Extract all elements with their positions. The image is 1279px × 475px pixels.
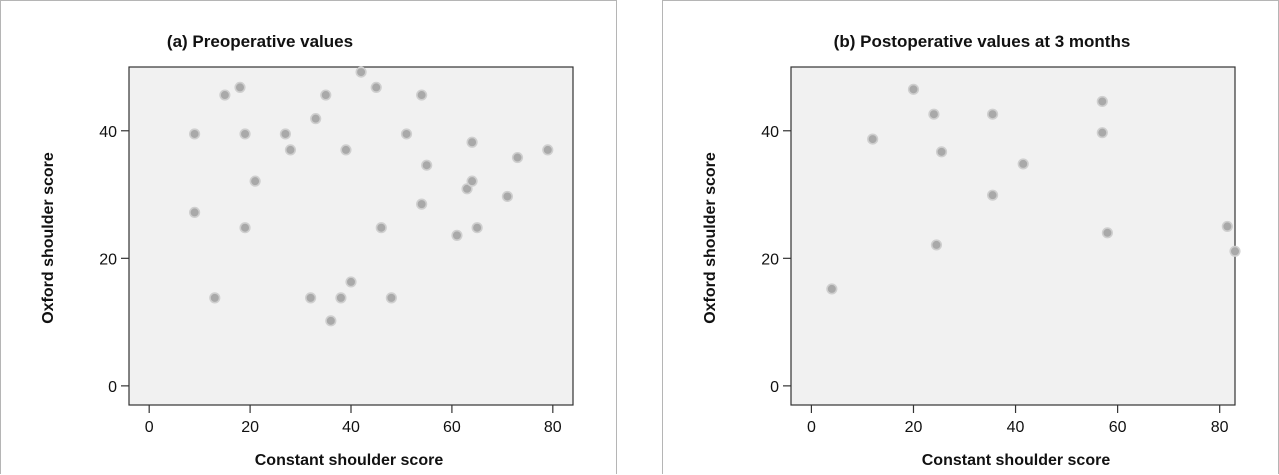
chart-title: (a) Preoperative values	[167, 32, 353, 51]
data-point	[1096, 127, 1108, 139]
chart-title: (b) Postoperative values at 3 months	[834, 32, 1131, 51]
data-point	[305, 292, 317, 304]
x-tick-label: 60	[1109, 419, 1127, 436]
data-point	[542, 144, 554, 156]
y-axis-label: Oxford shoulder score	[702, 152, 719, 324]
data-point	[907, 83, 920, 95]
data-point	[461, 183, 473, 195]
data-point	[986, 189, 999, 201]
y-tick-label: 20	[761, 251, 779, 268]
chart-svg-postoperative: (b) Postoperative values at 3 months 0 20…	[702, 32, 1241, 469]
x-tick-label: 0	[145, 419, 154, 436]
data-point	[1096, 95, 1108, 108]
data-point	[416, 198, 428, 210]
data-point	[400, 128, 413, 140]
data-point	[219, 89, 231, 101]
y-tick-label: 20	[99, 251, 117, 268]
y-tick-label: 0	[108, 379, 117, 396]
data-point	[239, 222, 251, 234]
data-point	[986, 108, 999, 120]
x-axis-label: Constant shoulder score	[922, 452, 1111, 469]
data-point	[867, 133, 879, 145]
data-point	[1017, 158, 1029, 170]
y-tick-label: 40	[761, 124, 779, 141]
data-point	[325, 315, 337, 327]
data-point	[188, 128, 201, 140]
data-point	[284, 144, 297, 156]
data-point	[335, 292, 347, 304]
data-point	[340, 144, 352, 156]
chart-svg-preoperative: (a) Preoperative values 0 20 40 60 80 0 20 40 C…	[40, 32, 574, 469]
x-tick-label: 20	[241, 419, 259, 436]
data-point	[249, 175, 261, 187]
data-point	[511, 151, 524, 164]
data-point	[935, 146, 948, 158]
y-tick-label: 0	[770, 379, 779, 396]
data-point	[239, 128, 251, 140]
data-point	[310, 113, 322, 125]
x-tick-label: 20	[905, 419, 923, 436]
plot-area	[128, 66, 574, 406]
data-point	[234, 81, 246, 94]
data-point	[1221, 220, 1233, 233]
data-point	[826, 283, 838, 295]
chart-panel-preoperative: (a) Preoperative values 0 20 40 60 80 0 20 40 C…	[0, 0, 617, 474]
x-axis-label: Constant shoulder score	[255, 452, 444, 469]
x-tick-label: 40	[1007, 419, 1025, 436]
x-tick-label: 0	[807, 419, 816, 436]
data-point	[451, 229, 463, 241]
x-tick-label: 40	[342, 419, 360, 436]
data-point	[501, 190, 514, 203]
data-point	[355, 66, 367, 78]
data-point	[1101, 227, 1114, 239]
data-point	[375, 222, 387, 234]
data-point	[421, 159, 433, 171]
x-tick-label: 80	[1211, 419, 1229, 436]
y-tick-label: 40	[99, 124, 117, 141]
data-point	[279, 128, 292, 140]
data-point	[188, 206, 201, 219]
data-point	[471, 222, 483, 234]
data-point	[928, 108, 940, 120]
plot-area	[790, 66, 1236, 406]
x-tick-label: 80	[544, 419, 562, 436]
x-tick-label: 60	[443, 419, 461, 436]
marks: 0 20 40 60 80 0 20 40	[99, 66, 562, 436]
marks: 0 20 40 60 80 0 20 40	[761, 83, 1241, 436]
data-point	[209, 292, 221, 304]
data-point	[466, 136, 478, 148]
data-point	[1229, 245, 1241, 257]
data-point	[416, 89, 428, 101]
chart-panel-postoperative: (b) Postoperative values at 3 months 0 20…	[662, 0, 1279, 474]
data-point	[370, 81, 382, 94]
data-point	[345, 276, 357, 288]
data-point	[930, 239, 943, 251]
data-point	[466, 175, 478, 187]
data-point	[320, 89, 332, 101]
y-axis-label: Oxford shoulder score	[40, 152, 57, 324]
data-point	[385, 292, 397, 304]
